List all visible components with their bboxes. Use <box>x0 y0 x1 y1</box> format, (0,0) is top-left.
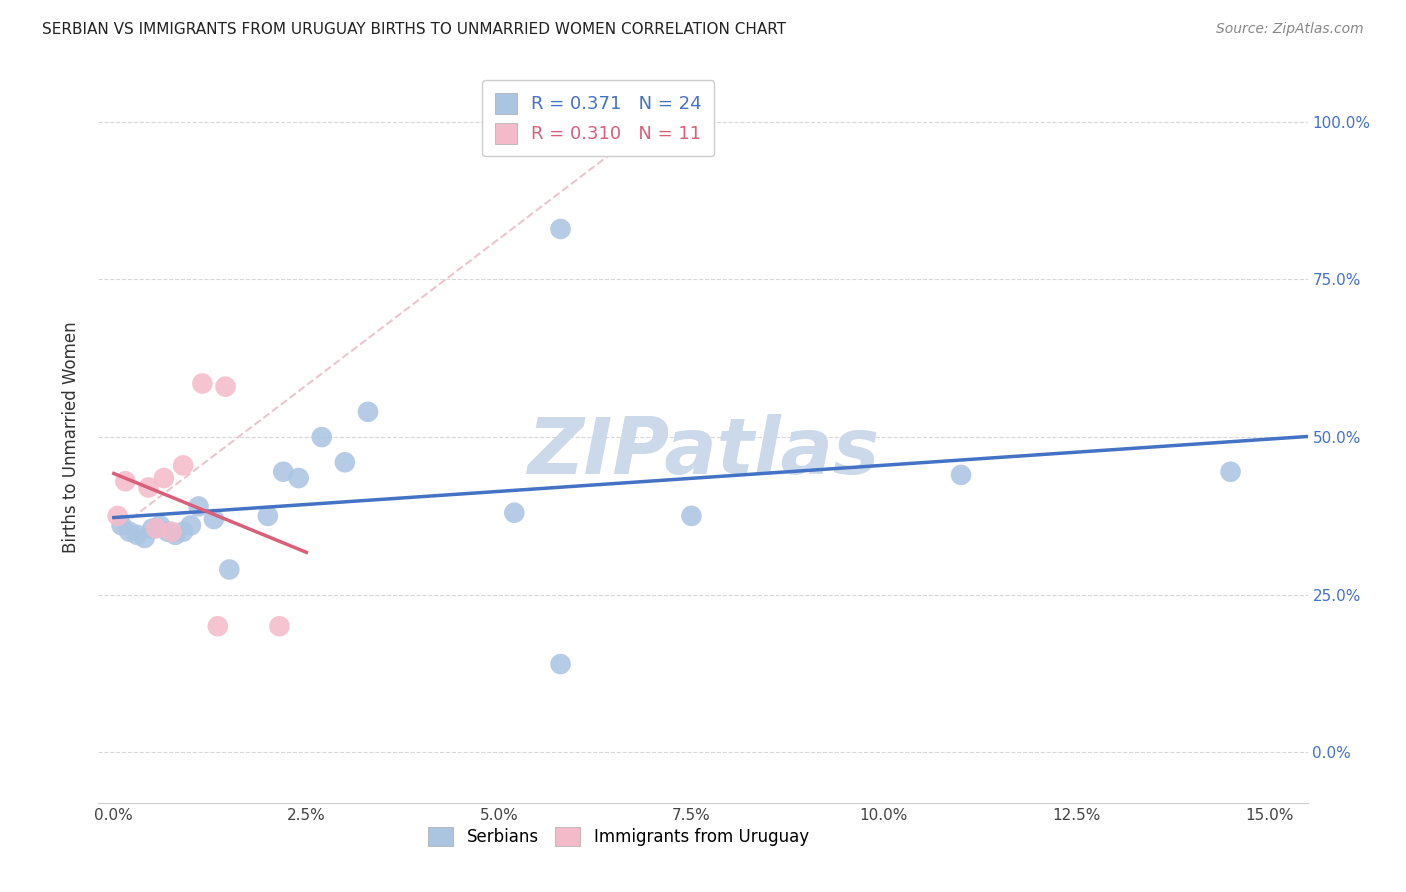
Point <box>333 455 356 469</box>
Point <box>160 524 183 539</box>
Legend: Serbians, Immigrants from Uruguay: Serbians, Immigrants from Uruguay <box>422 821 815 853</box>
Point <box>550 657 572 671</box>
Point <box>357 405 380 419</box>
Point <box>287 471 309 485</box>
Y-axis label: Births to Unmarried Women: Births to Unmarried Women <box>62 321 80 553</box>
Text: Source: ZipAtlas.com: Source: ZipAtlas.com <box>1216 22 1364 37</box>
Point <box>165 528 187 542</box>
Point <box>218 562 240 576</box>
Point <box>207 619 229 633</box>
Point <box>550 222 572 236</box>
Point <box>107 508 129 523</box>
Point <box>950 467 973 482</box>
Point <box>269 619 291 633</box>
Point <box>191 376 214 391</box>
Point <box>180 518 202 533</box>
Point <box>125 528 148 542</box>
Point <box>172 524 194 539</box>
Point <box>153 471 176 485</box>
Point <box>214 379 236 393</box>
Point <box>257 508 280 523</box>
Point <box>1219 465 1241 479</box>
Point <box>118 524 141 539</box>
Text: SERBIAN VS IMMIGRANTS FROM URUGUAY BIRTHS TO UNMARRIED WOMEN CORRELATION CHART: SERBIAN VS IMMIGRANTS FROM URUGUAY BIRTH… <box>42 22 786 37</box>
Point <box>187 500 209 514</box>
Point <box>311 430 333 444</box>
Text: ZIPatlas: ZIPatlas <box>527 414 879 490</box>
Point <box>141 521 163 535</box>
Point <box>681 508 703 523</box>
Point <box>134 531 156 545</box>
Point <box>145 521 167 535</box>
Point <box>271 465 294 479</box>
Point <box>503 506 526 520</box>
Point <box>110 518 132 533</box>
Point <box>138 481 160 495</box>
Point <box>172 458 194 473</box>
Point <box>202 512 225 526</box>
Point <box>156 524 179 539</box>
Point <box>114 474 136 488</box>
Point <box>149 518 172 533</box>
